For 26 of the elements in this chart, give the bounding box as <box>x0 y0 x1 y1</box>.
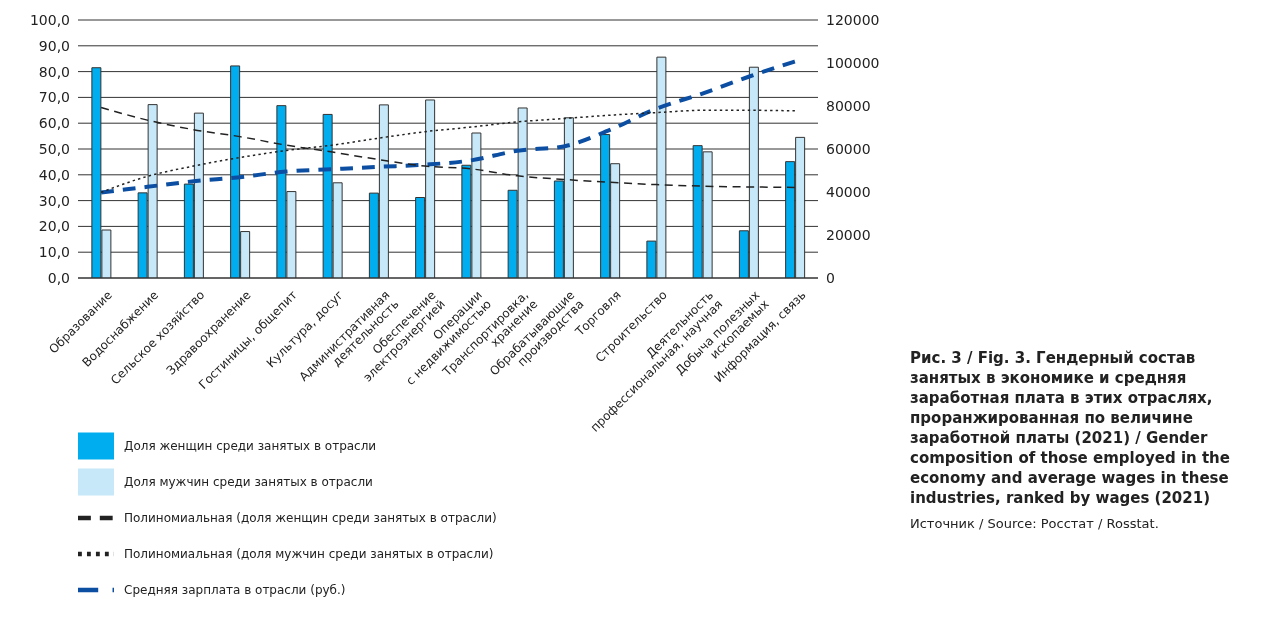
y-tick-label: 60,0 <box>38 115 70 132</box>
legend-label: Полиномиальная (доля мужчин среди занятых в отрасли) <box>124 546 494 561</box>
legend-label: Полиномиальная (доля женщин среди занятых в отрасли) <box>124 510 497 525</box>
legend-label: Доля женщин среди занятых в отрасли <box>124 438 377 453</box>
y-tick-label: 90,0 <box>38 37 70 54</box>
y2-tick-label: 0 <box>826 269 835 286</box>
y2-tick-label: 120000 <box>826 11 880 28</box>
y-tick-label: 10,0 <box>38 244 70 261</box>
y2-tick-label: 40000 <box>826 183 871 200</box>
y2-tick-label: 100000 <box>826 54 880 71</box>
y-tick-label: 70,0 <box>38 89 70 106</box>
y-tick-label: 20,0 <box>38 218 70 235</box>
y-tick-label: 50,0 <box>38 140 70 157</box>
legend-label: Средняя зарплата в отрасли (руб.) <box>124 582 346 597</box>
y2-tick-label: 20000 <box>826 226 871 243</box>
text: Источник / Source: Росстат / Rosstat. <box>910 516 1160 531</box>
legend-label: Доля мужчин среди занятых в отрасли <box>124 474 373 489</box>
y-tick-label: 30,0 <box>38 192 70 209</box>
y-tick-label: 0,0 <box>47 269 70 286</box>
y2-tick-label: 80000 <box>826 97 871 114</box>
y-tick-label: 40,0 <box>38 166 70 183</box>
y-tick-label: 80,0 <box>38 63 70 80</box>
line-series <box>99 59 797 195</box>
y-tick-label: 100,0 <box>29 11 70 28</box>
text: Рис. 3 / Fig. 3. Гендерный состав занятых в экономике и средняя заработная плата в этих отраслях, проранжированная по величине заработной платы (2021) / Gender composition of those employed in the economy and average wages in these industries, ranked by wages (2021) <box>910 348 1231 508</box>
y2-tick-label: 60000 <box>826 140 871 157</box>
